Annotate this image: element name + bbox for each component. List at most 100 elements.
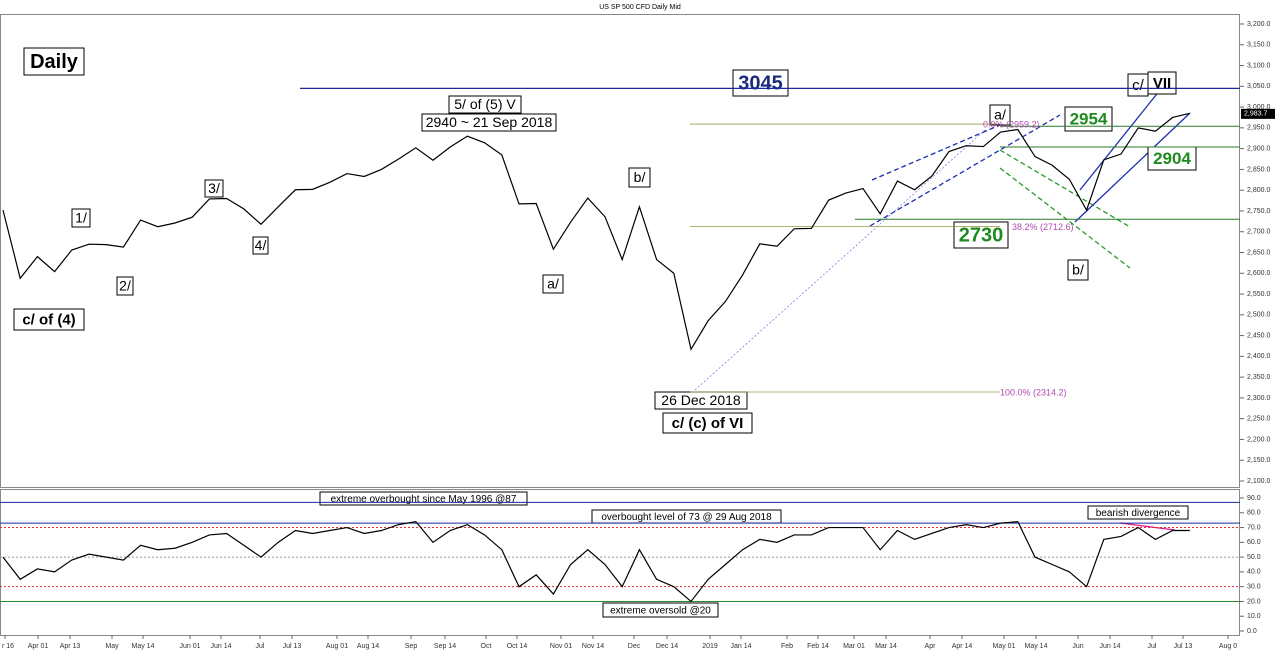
- y-tick-label: 2,150.0: [1247, 457, 1270, 464]
- annotation: c/: [1132, 77, 1145, 94]
- y-tick-label: 3,000.0: [1247, 104, 1270, 111]
- x-tick-label: 2019: [702, 643, 718, 650]
- annotation-box: [602, 602, 719, 618]
- x-tick-label: May: [105, 643, 119, 650]
- x-tick-label: Dec: [628, 643, 641, 650]
- annotation-box: [252, 236, 269, 255]
- x-tick-label: Aug 14: [357, 643, 379, 650]
- y-tick-label: 40.0: [1247, 569, 1261, 576]
- y-tick-label: 0.0: [1247, 628, 1257, 635]
- x-tick-label: Jul 13: [1174, 643, 1193, 650]
- x-tick-label: Jun: [1072, 643, 1083, 650]
- series-line: [2, 520, 1190, 603]
- annotation: overbought level of 73 @ 29 Aug 2018: [601, 512, 772, 523]
- y-tick-label: 2,650.0: [1247, 249, 1270, 256]
- annotation: 4/: [255, 237, 267, 253]
- annotation: a/: [994, 107, 1006, 123]
- fib-label: 100.0% (2314.2): [1000, 387, 1067, 397]
- y-tick-label: 2,900.0: [1247, 145, 1270, 152]
- x-tick-label: Mar 14: [875, 643, 897, 650]
- annotation-box: [662, 412, 753, 434]
- annotation: b/: [634, 169, 646, 185]
- annotation: bearish divergence: [1096, 508, 1181, 519]
- y-tick-label: 90.0: [1247, 495, 1261, 502]
- y-tick-label: 2,350.0: [1247, 374, 1270, 381]
- x-tick-label: Apr 01: [28, 643, 49, 650]
- annotation-box: [1087, 505, 1189, 520]
- x-tick-label: Aug 0: [1219, 643, 1237, 650]
- y-tick-label: 30.0: [1247, 584, 1261, 591]
- y-tick-label: 3,200.0: [1247, 21, 1270, 28]
- annotation-box: [421, 113, 557, 132]
- annotation: 26 Dec 2018: [661, 392, 741, 408]
- y-tick-label: 2,300.0: [1247, 395, 1270, 402]
- y-tick-label: 70.0: [1247, 524, 1261, 531]
- annotation: VII: [1153, 75, 1171, 92]
- x-tick-label: Oct: [481, 643, 492, 650]
- annotation: 1/: [75, 210, 87, 226]
- annotations: 3045 2954 2904 2730 Daily 5/ of (5) V 2940 ~ 2…: [13, 47, 1197, 618]
- annotation: 2904: [1153, 149, 1191, 168]
- fib-label: 38.2% (2712.6): [1012, 222, 1074, 232]
- annotation: b/: [1072, 262, 1084, 278]
- annotation-box: [71, 208, 91, 228]
- x-tick-label: Jul 13: [283, 643, 302, 650]
- chart-title: US SP 500 CFD Daily Mid: [599, 4, 681, 11]
- x-tick-label: Apr 13: [60, 643, 81, 650]
- y-tick-label: 2,600.0: [1247, 270, 1270, 277]
- y-tick-label: 3,150.0: [1247, 42, 1270, 49]
- rsi-panel: [0, 489, 1240, 636]
- x-tick-label: Mar 01: [843, 643, 865, 650]
- annotation-box: [448, 95, 522, 114]
- annotation: extreme overbought since May 1996 @87: [331, 494, 517, 505]
- annotation: 2940 ~ 21 Sep 2018: [426, 114, 553, 130]
- annotation: 2730: [959, 224, 1004, 246]
- annotation-box: [732, 69, 789, 97]
- x-tick-label: Jun 01: [179, 643, 200, 650]
- y-tick-label: 50.0: [1247, 554, 1261, 561]
- annotation-box: [204, 179, 224, 198]
- y-tick-label: 20.0: [1247, 598, 1261, 605]
- x-tick-label: Aug 01: [326, 643, 348, 650]
- annotation-box: [116, 276, 134, 296]
- annotation-box: [1067, 259, 1089, 281]
- annotation-box: [989, 104, 1011, 126]
- annotation: 5/ of (5) V: [454, 96, 516, 112]
- annotation-box: [319, 491, 528, 506]
- x-tick-label: Jun 14: [1099, 643, 1120, 650]
- annotation: c/ of (4): [22, 311, 75, 328]
- y-tick-label: 10.0: [1247, 613, 1261, 620]
- annotation: a/: [547, 276, 559, 292]
- x-tick-label: May 14: [1025, 643, 1048, 650]
- y-tick-label: 2,700.0: [1247, 229, 1270, 236]
- fib-label: 0.0% (2959.2): [983, 119, 1040, 129]
- trendlines: [694, 89, 1191, 531]
- x-tick-label: Jul: [1148, 643, 1157, 650]
- x-tick-label: Dec 14: [656, 643, 678, 650]
- y-tick-label: 2,950.0: [1247, 125, 1270, 132]
- annotation-box: [13, 308, 85, 331]
- annotation: c/ (c) of VI: [672, 415, 744, 432]
- y-tick-label: 2,850.0: [1247, 166, 1270, 173]
- x-tick-label: Feb 14: [807, 643, 829, 650]
- x-tick-label: May 01: [993, 643, 1016, 650]
- annotation-box: [542, 274, 564, 294]
- x-tick-label: Nov 01: [550, 643, 572, 650]
- y-tick-label: 60.0: [1247, 539, 1261, 546]
- y-tick-label: 80.0: [1247, 510, 1261, 517]
- y-tick-label: 2,800.0: [1247, 187, 1270, 194]
- last-price-label: 2,983.7: [1244, 111, 1267, 118]
- annotation: 2954: [1070, 109, 1108, 128]
- annotation-box: [1064, 106, 1113, 132]
- x-tick-label: Apr: [925, 643, 937, 650]
- x-tick-label: r 16: [2, 643, 14, 650]
- x-tick-label: Jun 14: [210, 643, 231, 650]
- y-tick-label: 2,250.0: [1247, 416, 1270, 423]
- last-price-tag: [1241, 108, 1275, 119]
- annotation: Daily: [30, 51, 79, 73]
- x-tick-label: Feb: [781, 643, 793, 650]
- y-tick-label: 2,500.0: [1247, 312, 1270, 319]
- x-tick-label: Apr 14: [952, 643, 973, 650]
- price-panel: [0, 14, 1240, 488]
